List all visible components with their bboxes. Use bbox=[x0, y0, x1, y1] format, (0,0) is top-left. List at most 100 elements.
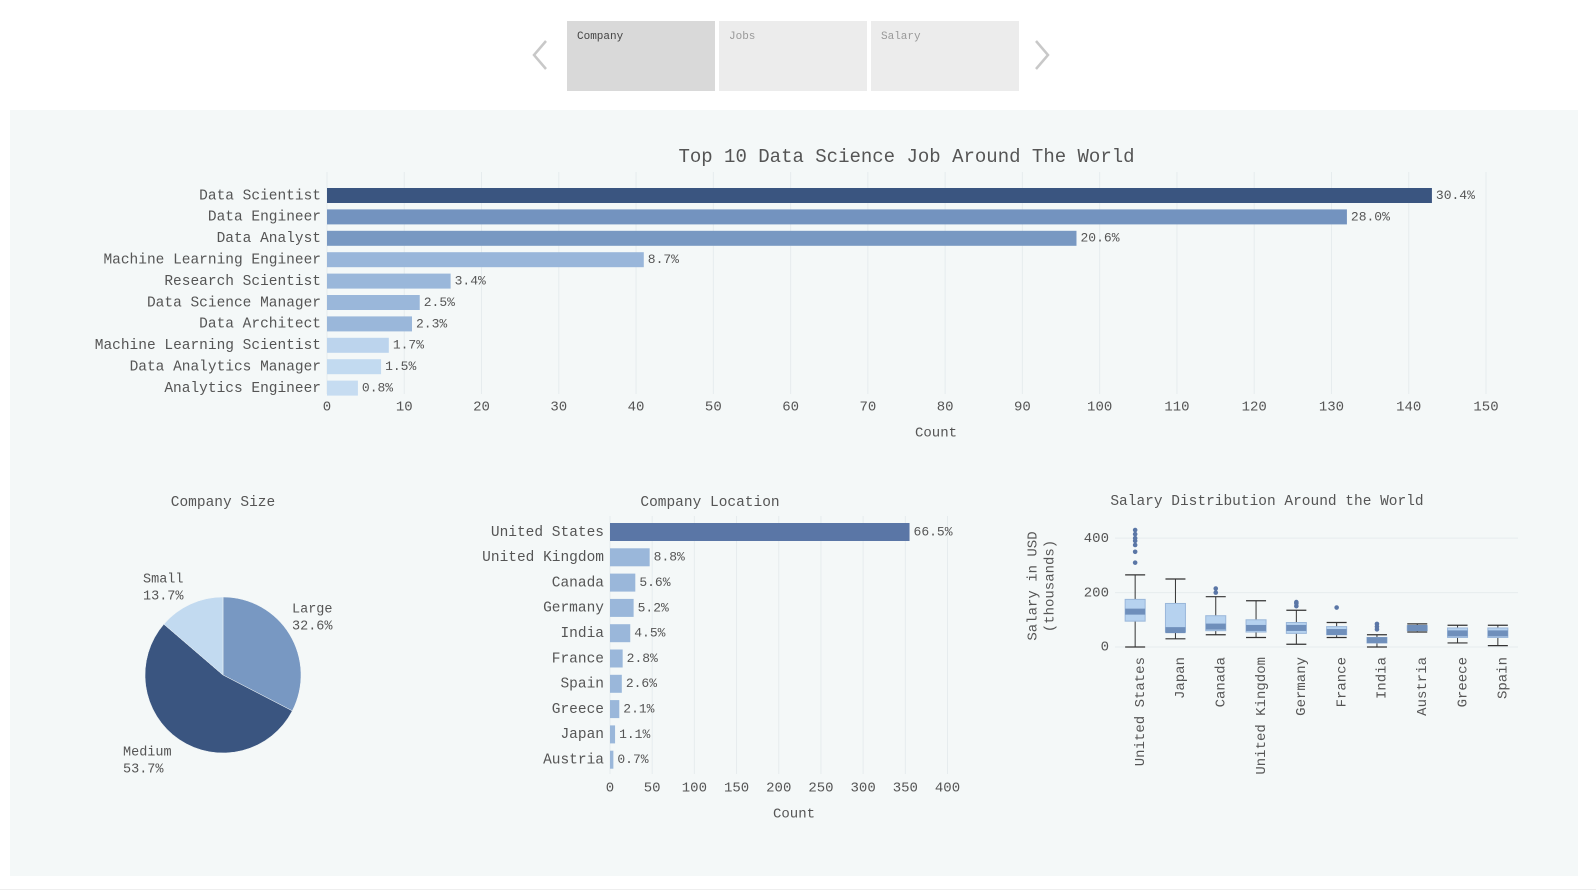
divider bbox=[0, 889, 1596, 890]
bar bbox=[610, 598, 634, 617]
x-tick-label: 10 bbox=[396, 400, 413, 416]
data-label: 2.1% bbox=[623, 702, 654, 717]
x-tick-label: Japan bbox=[1173, 657, 1189, 699]
tab-company-label: Company bbox=[577, 31, 624, 43]
category-label: Data Analyst bbox=[217, 231, 321, 247]
data-label: 1.7% bbox=[393, 338, 424, 353]
bar bbox=[327, 359, 382, 375]
x-tick-label: 40 bbox=[628, 400, 645, 416]
bar bbox=[610, 700, 620, 719]
x-tick-label: Greece bbox=[1455, 657, 1471, 707]
median-band bbox=[1447, 630, 1468, 637]
x-tick-label: 350 bbox=[893, 781, 918, 797]
tab-jobs-label: Jobs bbox=[729, 31, 756, 43]
outlier-point bbox=[1132, 560, 1138, 565]
chart-title: Company Location bbox=[640, 495, 779, 511]
category-label: India bbox=[560, 626, 604, 642]
median-band bbox=[1407, 624, 1428, 631]
pie-slice bbox=[163, 596, 224, 676]
category-label: France bbox=[552, 651, 604, 667]
outlier-point bbox=[1132, 542, 1138, 548]
bar bbox=[610, 624, 631, 643]
x-tick-label: Spain bbox=[1496, 657, 1512, 699]
next-arrow-icon[interactable] bbox=[1026, 38, 1056, 72]
median-band bbox=[1366, 637, 1387, 644]
x-tick-label: 50 bbox=[705, 400, 722, 416]
data-label: 1.1% bbox=[619, 727, 650, 742]
chart-title: Top 10 Data Science Job Around The World bbox=[678, 146, 1134, 168]
outlier-point bbox=[1213, 586, 1219, 591]
category-label: United States bbox=[491, 525, 604, 541]
box-plot bbox=[1245, 600, 1267, 639]
bar bbox=[610, 674, 622, 693]
x-tick-label: 150 bbox=[1473, 400, 1498, 416]
x-axis-label: Count bbox=[915, 426, 957, 442]
x-tick-label: 0 bbox=[323, 400, 331, 416]
data-label: 5.2% bbox=[638, 600, 669, 615]
category-label: Data Analytics Manager bbox=[130, 360, 321, 376]
y-tick-label: 400 bbox=[1084, 531, 1109, 547]
data-label: 66.5% bbox=[914, 524, 953, 539]
category-label: Canada bbox=[552, 575, 605, 591]
x-tick-label: Austria bbox=[1415, 657, 1431, 716]
x-tick-label: 80 bbox=[937, 400, 954, 416]
tab-jobs[interactable]: Jobs bbox=[719, 21, 867, 91]
x-tick-label: 60 bbox=[782, 400, 799, 416]
bar bbox=[610, 523, 910, 541]
box-plot bbox=[1406, 623, 1428, 633]
slice-label: Small bbox=[143, 573, 184, 588]
slice-pct: 53.7% bbox=[123, 763, 164, 778]
box-plot bbox=[1326, 605, 1348, 639]
bar bbox=[327, 316, 412, 332]
x-tick-label: Canada bbox=[1213, 657, 1229, 707]
x-tick-label: 100 bbox=[682, 781, 707, 797]
category-label: Data Architect bbox=[199, 317, 321, 333]
outlier-point bbox=[1334, 605, 1339, 610]
outlier-point bbox=[1132, 527, 1138, 533]
slice-label: Large bbox=[292, 603, 333, 618]
outlier-point bbox=[1132, 549, 1138, 555]
category-label: Austria bbox=[543, 753, 604, 769]
pie-slice bbox=[222, 596, 302, 712]
chart-title: Company Size bbox=[171, 495, 275, 511]
tab-salary-label: Salary bbox=[881, 31, 921, 43]
bar bbox=[610, 750, 614, 769]
data-label: 0.7% bbox=[617, 752, 648, 767]
x-tick-label: 140 bbox=[1396, 400, 1421, 416]
y-tick-label: 0 bbox=[1101, 640, 1109, 656]
prev-arrow-icon[interactable] bbox=[526, 38, 556, 72]
category-label: Analytics Engineer bbox=[164, 381, 321, 397]
x-tick-label: 20 bbox=[473, 400, 490, 416]
data-label: 8.8% bbox=[654, 550, 685, 565]
box-plot bbox=[1164, 578, 1186, 640]
category-label: Machine Learning Scientist bbox=[95, 338, 321, 354]
data-label: 2.8% bbox=[627, 651, 658, 666]
data-label: 1.5% bbox=[385, 359, 416, 374]
data-label: 4.5% bbox=[634, 626, 665, 641]
median-band bbox=[1205, 623, 1226, 630]
x-tick-label: 120 bbox=[1242, 400, 1267, 416]
data-label: 20.6% bbox=[1080, 231, 1119, 246]
bar bbox=[327, 337, 389, 353]
bar bbox=[327, 188, 1432, 203]
median-band bbox=[1326, 629, 1347, 636]
x-tick-label: 70 bbox=[859, 400, 876, 416]
chart-title: Salary Distribution Around the World bbox=[1110, 494, 1423, 510]
category-label: Data Engineer bbox=[208, 210, 321, 226]
bar bbox=[610, 725, 616, 744]
x-tick-label: 90 bbox=[1014, 400, 1031, 416]
outlier-point bbox=[1132, 531, 1138, 537]
x-tick-label: United Kingdom bbox=[1254, 657, 1270, 775]
bar bbox=[610, 573, 636, 592]
x-tick-label: 130 bbox=[1319, 400, 1344, 416]
bar bbox=[327, 295, 420, 310]
y-tick-label: 200 bbox=[1084, 585, 1109, 601]
tab-salary[interactable]: Salary bbox=[871, 21, 1019, 91]
box-plot bbox=[1285, 599, 1307, 645]
box-plot bbox=[1487, 624, 1509, 647]
data-label: 3.4% bbox=[455, 274, 486, 289]
x-tick-label: 0 bbox=[606, 781, 614, 797]
category-label: Machine Learning Engineer bbox=[103, 253, 321, 269]
x-axis-label: Count bbox=[773, 807, 815, 823]
tab-company[interactable]: Company bbox=[567, 21, 715, 91]
